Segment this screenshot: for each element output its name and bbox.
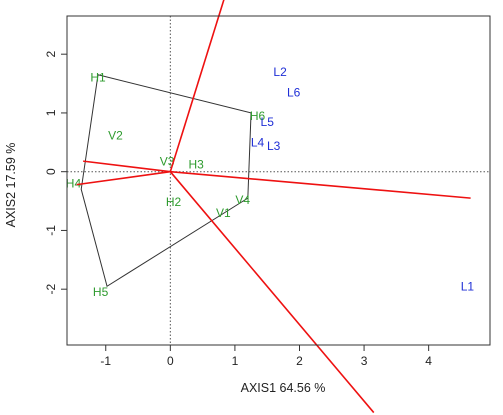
point-label-v1: V1 [216, 206, 231, 220]
vector-line-3 [169, 171, 375, 414]
point-label-h1: H1 [90, 71, 106, 85]
point-label-l5: L5 [261, 115, 275, 129]
y-axis-title: AXIS2 17.59 % [4, 143, 18, 228]
y-tick-label: -1 [44, 225, 58, 236]
x-tick-label: 1 [232, 354, 239, 368]
x-tick-label: 3 [361, 354, 368, 368]
point-label-v2: V2 [108, 128, 123, 142]
point-label-v3: V3 [160, 155, 175, 169]
point-label-h6: H6 [250, 109, 266, 123]
point-label-l2: L2 [273, 65, 287, 79]
group-polygon [80, 74, 252, 288]
point-label-h2: H2 [166, 195, 182, 209]
x-tick-label: 0 [167, 354, 174, 368]
y-tick-label: 2 [44, 51, 58, 58]
point-label-l3: L3 [267, 139, 281, 153]
x-axis-ticks: -1 0 1 2 3 4 [100, 345, 432, 368]
vector-line-4 [83, 160, 171, 173]
point-label-l6: L6 [287, 85, 301, 99]
hull-polygon [80, 74, 252, 288]
y-tick-label: 1 [44, 109, 58, 116]
point-label-v4: V4 [235, 193, 250, 207]
loading-vectors [76, 0, 471, 414]
y-tick-label: 0 [44, 168, 58, 175]
point-label-l1: L1 [461, 279, 475, 293]
point-label-h3: H3 [188, 158, 204, 172]
x-tick-label: 2 [296, 354, 303, 368]
y-axis-ticks: 2 1 0 -1 -2 [44, 51, 67, 295]
x-tick-label: -1 [100, 354, 111, 368]
x-axis-title: AXIS1 64.56 % [241, 381, 326, 395]
vector-line-5 [76, 170, 171, 186]
plot-frame [66, 15, 491, 346]
y-tick-label: -2 [44, 284, 58, 295]
reference-lines [67, 16, 490, 345]
point-label-l4: L4 [251, 135, 265, 149]
point-label-h5: H5 [93, 285, 109, 299]
point-label-h4: H4 [66, 176, 82, 190]
x-tick-label: 4 [425, 354, 432, 368]
vector-line-1 [169, 0, 225, 172]
vector-line-2 [170, 170, 471, 199]
